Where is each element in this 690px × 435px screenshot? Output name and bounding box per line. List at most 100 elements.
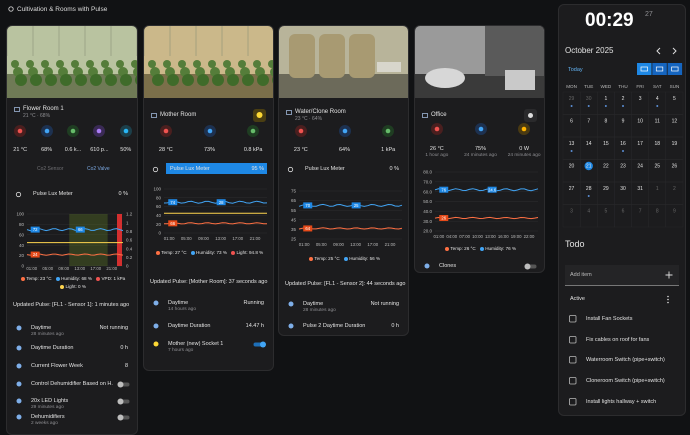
toggle-switch[interactable] [117, 381, 131, 388]
legend-item: Temp: 26 °C [444, 246, 476, 251]
icon-shape [14, 107, 20, 112]
view-button [652, 63, 667, 75]
room-icon [14, 107, 20, 112]
pulse-bar [166, 163, 267, 174]
row-glyph [16, 345, 22, 351]
sensor-icon [430, 123, 443, 135]
weekday: SAT [652, 84, 662, 89]
legend-dot [343, 256, 348, 261]
sensor-sub: 1 hour ago [425, 153, 449, 158]
plant [223, 60, 231, 68]
sensor-sub: 24 minutes ago [464, 153, 497, 158]
todo-section: Active [570, 296, 585, 302]
row-icon [424, 263, 430, 269]
sensor-glyph [44, 128, 49, 134]
icon-shape [422, 113, 428, 118]
todo-checkbox[interactable] [569, 377, 577, 385]
view-buttons[interactable] [637, 63, 683, 75]
add-item-box[interactable] [565, 265, 679, 286]
tank [319, 34, 345, 78]
todo-item: Cloneroom Switch (pipe+switch) [586, 378, 665, 385]
toggle-switch[interactable] [253, 341, 267, 348]
event-dot [604, 105, 607, 107]
x-tick-label: 13:00 [215, 236, 226, 241]
toggle-switch[interactable] [524, 263, 538, 270]
header-icon [8, 6, 14, 12]
plant [178, 60, 186, 68]
room-subtitle: 21 °C · 68% [23, 113, 51, 119]
sun-icon [287, 166, 294, 173]
today-button[interactable]: Today [568, 67, 583, 73]
plus [665, 271, 673, 279]
todo-checkbox[interactable] [569, 397, 577, 406]
next-arrow [672, 47, 677, 55]
sensor-glyph [385, 128, 391, 134]
y-tick-label: 0 [158, 231, 161, 236]
weekday: WED [600, 84, 612, 89]
sensor-icon [474, 123, 487, 135]
mini-chart: 80.0 70.0 60.0 50.0 40.0 30.0 20.001:00 04:00 07… [423, 170, 539, 239]
prev-arrow [656, 47, 661, 55]
legend-dot [20, 276, 25, 281]
row-glyph [153, 300, 159, 306]
y-tick-label: 20 [19, 253, 25, 258]
todo-checkbox[interactable] [569, 315, 577, 323]
todo-checkbox[interactable] [569, 356, 577, 364]
view-glyph [671, 66, 679, 72]
icon-shape [151, 113, 157, 118]
y2-tick-label: 1 [126, 220, 129, 225]
day-number: 29 [569, 96, 575, 102]
toggle-switch[interactable] [117, 398, 131, 405]
plant [272, 76, 273, 84]
box [505, 70, 535, 90]
point-label: 72 [33, 227, 38, 232]
row-label: Pulse 2 Daytime Duration [303, 323, 366, 329]
row-label: Daytime [168, 300, 189, 306]
y-tick-label: 60 [156, 204, 162, 209]
room-subtitle: 23 °C · 64% [295, 116, 323, 122]
row-glyph [424, 263, 430, 269]
checkbox-box [569, 356, 577, 364]
event-dot [587, 105, 590, 107]
legend-dot [308, 256, 313, 261]
plant [268, 60, 273, 68]
row-label: Mother (new) Socket 1 [168, 341, 224, 347]
mini-chart: 100 80 60 40 20 001:00 05:00 09:00 13:00 17:00 21:… [153, 187, 268, 241]
row-label: Dehumidifiers [31, 414, 65, 420]
weekday: TUE [584, 84, 594, 89]
plant [208, 60, 216, 68]
row-glyph [16, 381, 22, 387]
pulse-label: Pulse Lux Meter [170, 166, 210, 172]
y-tick-label: 80 [19, 222, 25, 227]
row-label: Daytime Duration [31, 345, 74, 351]
todo-checkbox[interactable] [569, 335, 577, 344]
y-tick-label: 45 [291, 217, 297, 222]
toggle-knob [524, 263, 531, 270]
day-number: 25 [655, 164, 661, 170]
row-label: Daytime [31, 325, 52, 331]
calendar-month: October 2025 [565, 46, 614, 55]
updated-text: Updated Pulse: [FL1 - Sensor 1]: 1 minut… [13, 302, 130, 308]
sensor-icon [40, 125, 53, 137]
legend-text: Temp: 26 °C [450, 246, 476, 251]
row-label: 20x LED Lights [31, 398, 69, 404]
point-label: 74 [170, 200, 175, 205]
sensor-glyph [207, 128, 212, 134]
y-tick-label: 50.0 [423, 199, 432, 204]
row-sub: 14 hours ago [168, 307, 197, 312]
plant [152, 74, 164, 86]
weekday: THU [618, 84, 628, 89]
row-label: Daytime Duration [168, 323, 211, 329]
row-icon [288, 301, 294, 307]
month-nav[interactable] [655, 47, 679, 55]
row-glyph [153, 341, 159, 347]
plant [41, 60, 49, 68]
legend-row: Temp: 25 °C Humidity: 56 % [279, 256, 408, 261]
room-name: Office [431, 112, 447, 118]
x-tick-label: 07:00 [459, 234, 470, 239]
sensor-glyph [298, 128, 304, 134]
section-menu[interactable] [666, 295, 670, 304]
y-tick-label: 60 [19, 232, 25, 237]
pulse-label: Pulse Lux Meter [305, 166, 345, 172]
toggle-switch[interactable] [117, 414, 131, 421]
